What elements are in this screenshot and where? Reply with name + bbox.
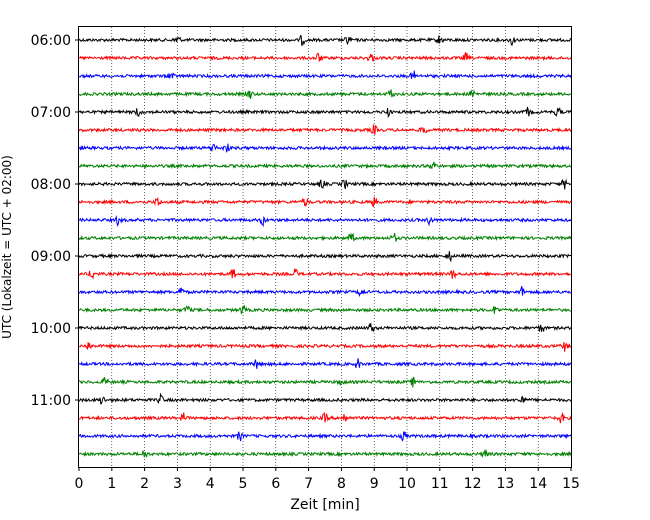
trace-0845 <box>78 232 572 242</box>
trace-0800 <box>78 178 572 190</box>
x-tick-label: 0 <box>75 476 84 492</box>
trace-1145 <box>78 449 572 458</box>
x-tick-label: 5 <box>239 476 248 492</box>
x-tick-label: 11 <box>431 476 449 492</box>
trace-0830 <box>78 215 572 228</box>
trace-1045 <box>78 376 572 388</box>
x-tick-label: 9 <box>370 476 379 492</box>
y-tick-label: 11:00 <box>31 393 71 409</box>
x-axis-label: Zeit [min] <box>290 497 359 513</box>
plot-frame <box>78 26 572 468</box>
y-tick-label: 07:00 <box>31 105 71 121</box>
y-tick-label: 09:00 <box>31 249 71 265</box>
trace-1015 <box>78 341 572 352</box>
trace-0715 <box>78 124 572 135</box>
trace-0815 <box>78 196 572 208</box>
x-tick-label: 8 <box>337 476 346 492</box>
trace-1000 <box>78 322 572 333</box>
traces-group <box>78 35 572 458</box>
x-tick-label: 10 <box>398 476 416 492</box>
x-tick-label: 14 <box>529 476 547 492</box>
trace-0900 <box>78 251 572 263</box>
x-tick-label: 12 <box>464 476 482 492</box>
trace-0645 <box>78 89 572 99</box>
trace-0630 <box>78 70 572 79</box>
x-tick-label: 2 <box>140 476 149 492</box>
trace-0730 <box>78 143 572 153</box>
trace-0915 <box>78 268 572 280</box>
trace-0930 <box>78 285 572 298</box>
x-tick-label: 15 <box>562 476 580 492</box>
y-tick-label: 10:00 <box>31 321 71 337</box>
trace-0945 <box>78 305 572 315</box>
trace-1100 <box>78 392 572 405</box>
x-tick-label: 4 <box>206 476 215 492</box>
x-tick-label: 1 <box>107 476 116 492</box>
trace-0615 <box>78 52 572 62</box>
trace-0745 <box>78 161 572 170</box>
trace-1130 <box>78 431 572 442</box>
x-tick-label: 6 <box>271 476 280 492</box>
x-tick-label: 3 <box>173 476 182 492</box>
vertical-grid <box>111 27 539 467</box>
y-axis-label: UTC (Lokalzeit = UTC + 02:00) <box>0 155 14 339</box>
x-tick-label: 13 <box>496 476 514 492</box>
trace-0700 <box>78 106 572 119</box>
y-tick-label: 08:00 <box>31 177 71 193</box>
y-axis-ticks: 06:00 07:00 08:00 09:00 10:00 11:00 <box>31 33 79 409</box>
trace-1115 <box>78 411 572 424</box>
y-tick-label: 06:00 <box>31 33 71 49</box>
trace-0600 <box>78 35 572 47</box>
x-tick-label: 7 <box>304 476 313 492</box>
trace-1030 <box>78 358 572 369</box>
x-axis-ticks: 0 1 2 3 4 5 6 7 8 9 10 11 12 13 14 15 <box>75 467 580 492</box>
